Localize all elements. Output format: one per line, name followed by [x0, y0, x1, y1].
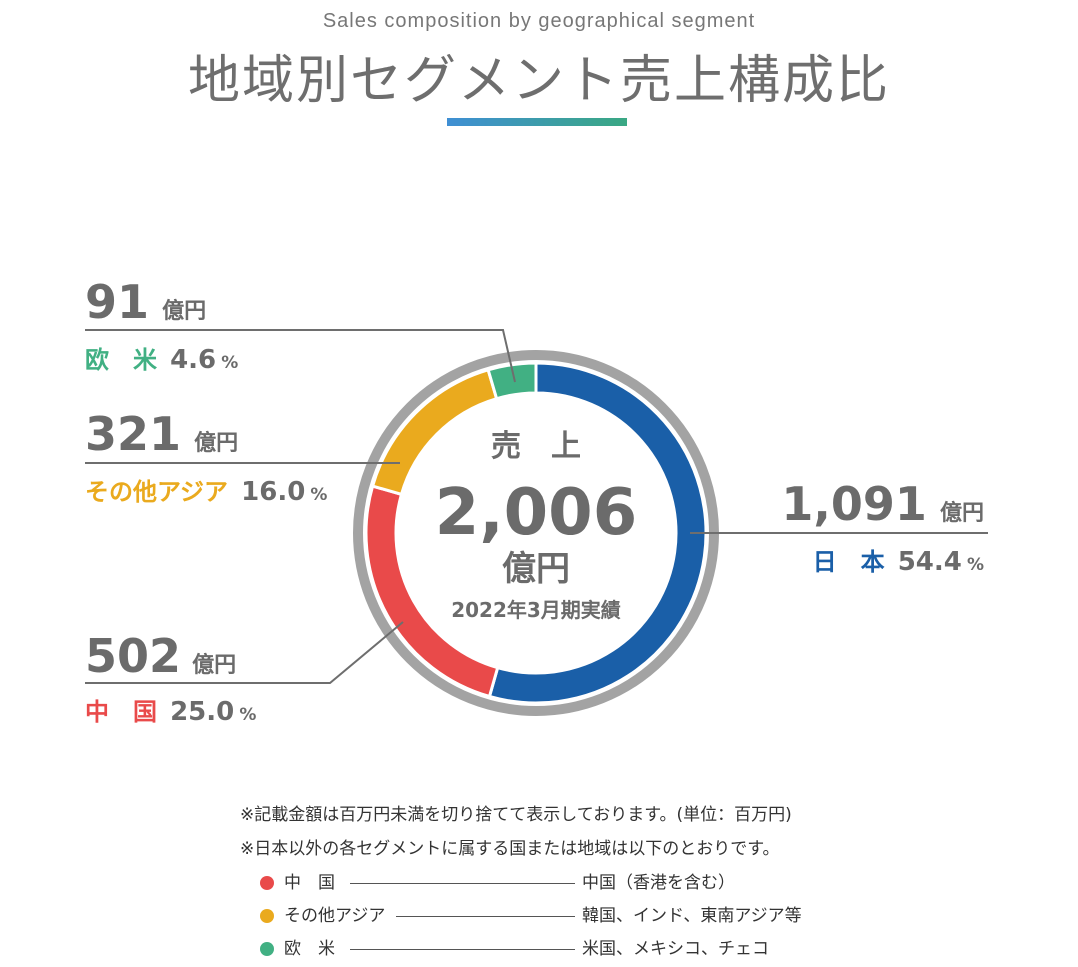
segment-percent-other-asia: 16.0 — [241, 477, 305, 507]
segment-name-japan: 日 本 — [813, 548, 885, 576]
segment-name-other-asia: その他アジア — [85, 478, 228, 506]
legend-item-china: 中 国 中国（香港を含む） — [240, 868, 792, 901]
percent-sign-other-asia: % — [310, 485, 327, 505]
center-total: 2,006 — [435, 476, 637, 550]
legend-item-other-asia: その他アジア 韓国、インド、東南アジア等 — [240, 901, 802, 934]
center-unit: 億円 — [502, 549, 570, 589]
leader-line-europe-us — [85, 329, 516, 383]
footnote-regions: ※日本以外の各セグメントに属する国または地域は以下のとおりです。 — [240, 839, 780, 859]
value-unit-europe-us: 億円 — [162, 298, 206, 324]
donut-chart: 売 上 2,006 億円 2022年3月期実績 91 億円 欧 米 4.6 % … — [85, 275, 988, 727]
legend-name-china: 中 国 — [284, 873, 335, 893]
footnote-rounding: ※記載金額は百万円未満を切り捨てて表示しております。(単位：百万円) — [240, 805, 792, 825]
segment-percent-europe-us: 4.6 — [170, 345, 216, 375]
segment-name-europe-us: 欧 米 — [85, 346, 157, 374]
segment-percent-china: 25.0 — [170, 697, 234, 727]
value-unit-other-asia: 億円 — [194, 430, 238, 456]
legend-dot-china — [260, 876, 274, 890]
value-number-china: 502 — [85, 629, 181, 683]
legend-line-china — [350, 883, 575, 884]
value-label-china: 502 億円 — [85, 629, 236, 683]
share-label-japan: 日 本 54.4 % — [813, 547, 984, 577]
legend-countries-china: 中国（香港を含む） — [582, 873, 735, 893]
legend-dot-europe-us — [260, 942, 274, 956]
donut-slice-europe-us — [486, 361, 538, 401]
legend-line-europe-us — [350, 949, 575, 950]
percent-sign-europe-us: % — [221, 353, 238, 373]
center-period: 2022年3月期実績 — [451, 598, 621, 622]
value-label-japan: 1,091 億円 — [781, 477, 984, 531]
legend-line-other-asia — [396, 916, 575, 917]
share-label-other-asia: その他アジア 16.0 % — [85, 477, 327, 507]
segment-name-china: 中 国 — [85, 698, 157, 726]
share-label-china: 中 国 25.0 % — [85, 697, 256, 727]
percent-sign-japan: % — [967, 555, 984, 575]
page-title: 地域別セグメント売上構成比 — [187, 51, 890, 111]
center-label: 売 上 — [491, 429, 581, 464]
value-label-other-asia: 321 億円 — [85, 407, 238, 461]
value-number-other-asia: 321 — [85, 407, 181, 461]
value-label-europe-us: 91 億円 — [85, 275, 206, 329]
page-subtitle: Sales composition by geographical segmen… — [322, 10, 756, 32]
title-underline — [447, 118, 627, 126]
value-number-japan: 1,091 — [781, 477, 927, 531]
value-unit-china: 億円 — [192, 652, 236, 678]
legend-countries-europe-us: 米国、メキシコ、チェコ — [582, 939, 769, 959]
value-unit-japan: 億円 — [940, 500, 984, 526]
value-number-europe-us: 91 — [85, 275, 149, 329]
legend-item-europe-us: 欧 米 米国、メキシコ、チェコ — [240, 934, 792, 967]
leader-line-china — [85, 621, 404, 684]
footnotes: ※記載金額は百万円未満を切り捨てて表示しております。(単位：百万円) ※日本以外… — [240, 800, 802, 967]
legend-countries-other-asia: 韓国、インド、東南アジア等 — [582, 906, 802, 926]
legend-name-other-asia: その他アジア — [284, 906, 386, 926]
share-label-europe-us: 欧 米 4.6 % — [85, 345, 238, 375]
percent-sign-china: % — [239, 705, 256, 725]
segment-percent-japan: 54.4 — [898, 547, 962, 577]
donut-slice-japan — [487, 361, 708, 705]
legend-dot-other-asia — [260, 909, 274, 923]
legend-name-europe-us: 欧 米 — [284, 939, 335, 959]
